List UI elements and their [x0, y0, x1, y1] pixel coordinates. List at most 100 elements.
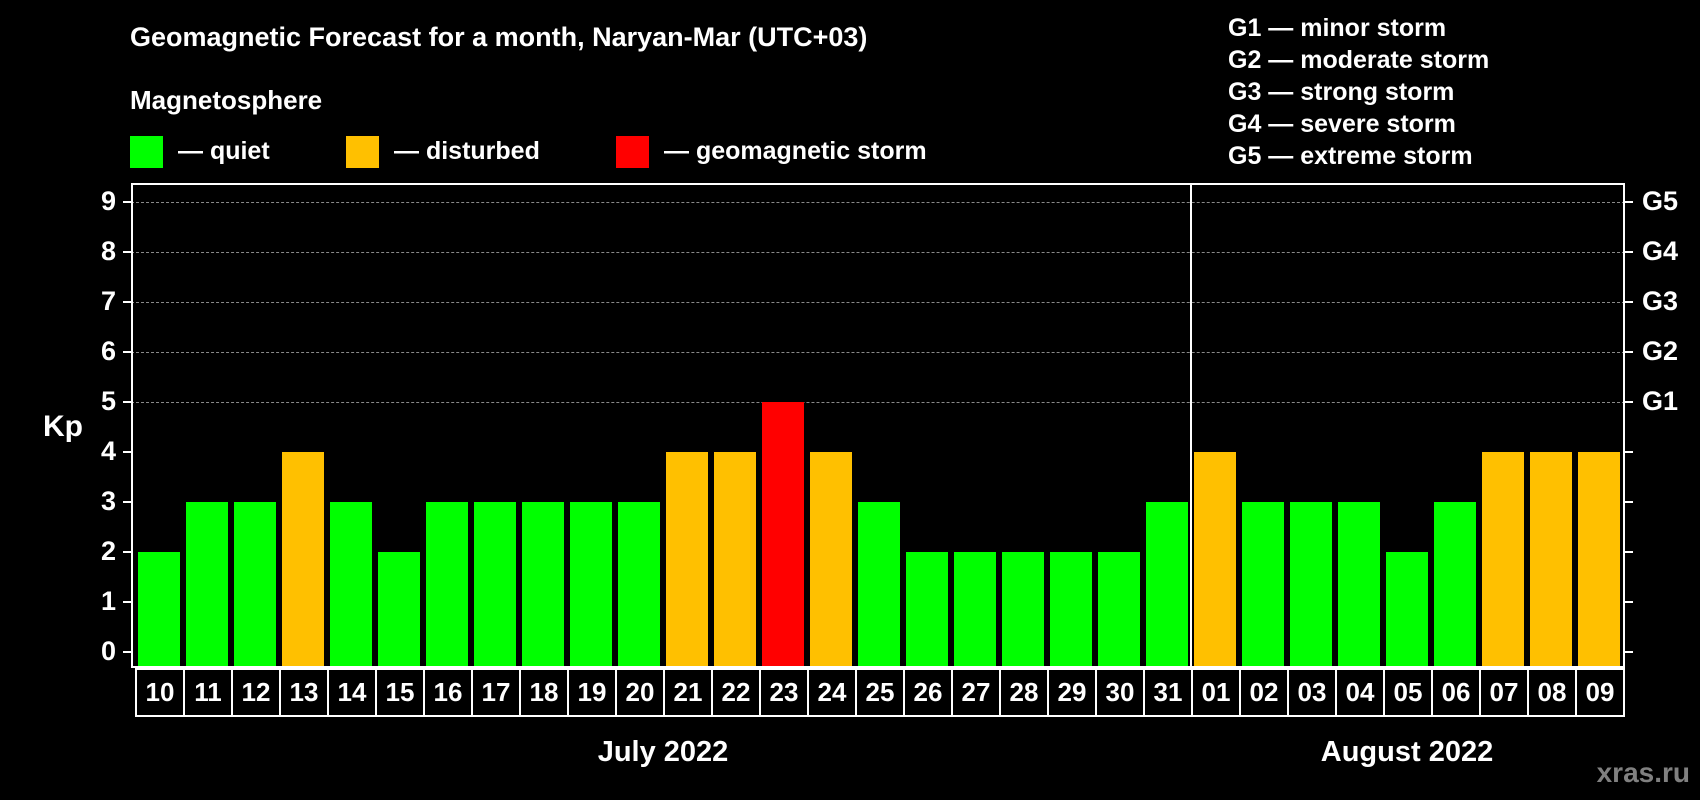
- date-cell: 05: [1383, 668, 1433, 717]
- month-label: August 2022: [1320, 736, 1494, 768]
- y-tick-right: [1624, 501, 1633, 503]
- date-cell: 30: [1095, 668, 1145, 717]
- date-cell: 18: [519, 668, 569, 717]
- date-cell: 26: [903, 668, 953, 717]
- bar-04: [1338, 502, 1380, 669]
- bar-15: [378, 552, 420, 669]
- bar-03: [1290, 502, 1332, 669]
- bar-02: [1242, 502, 1284, 669]
- gridline: [131, 402, 1625, 403]
- date-cell: 03: [1287, 668, 1337, 717]
- legend-item-quiet: — quiet: [130, 135, 270, 168]
- date-cell: 17: [471, 668, 521, 717]
- bar-30: [1098, 552, 1140, 669]
- bar-26: [906, 552, 948, 669]
- y-tick-right: [1624, 451, 1633, 453]
- date-cell: 31: [1143, 668, 1193, 717]
- y-tick-label: 1: [100, 586, 116, 616]
- storm-scale-g3: G3 — strong storm: [1228, 78, 1455, 106]
- date-cell: 10: [135, 668, 185, 717]
- legend-label: — geomagnetic storm: [664, 137, 927, 165]
- bar-20: [618, 502, 660, 669]
- y-tick-left: [123, 651, 132, 653]
- bar-19: [570, 502, 612, 669]
- y-tick-left: [123, 601, 132, 603]
- y-tick-label: 3: [100, 486, 116, 516]
- bar-27: [954, 552, 996, 669]
- legend-heading: Magnetosphere: [130, 85, 323, 115]
- bar-18: [522, 502, 564, 669]
- y-tick-left: [123, 551, 132, 553]
- legend-label: — quiet: [178, 137, 270, 165]
- date-cell: 25: [855, 668, 905, 717]
- y-tick-label: 6: [100, 336, 116, 366]
- bar-25: [858, 502, 900, 669]
- date-cell: 15: [375, 668, 425, 717]
- storm-scale-g4: G4 — severe storm: [1228, 110, 1456, 138]
- chart-title: Geomagnetic Forecast for a month, Naryan…: [130, 22, 868, 52]
- date-cell: 19: [567, 668, 617, 717]
- bar-22: [714, 452, 756, 669]
- bar-06: [1434, 502, 1476, 669]
- bar-23: [762, 402, 804, 669]
- date-cell: 16: [423, 668, 473, 717]
- bar-21: [666, 452, 708, 669]
- disturbed-swatch-icon: [346, 135, 379, 168]
- date-cell: 21: [663, 668, 713, 717]
- bar-13: [282, 452, 324, 669]
- bar-11: [186, 502, 228, 669]
- month-divider: [1190, 183, 1192, 668]
- y-tick-label: 0: [100, 636, 116, 666]
- g-level-label: G3: [1642, 286, 1679, 316]
- y-tick-label: 9: [100, 186, 116, 216]
- date-cell: 11: [183, 668, 233, 717]
- y-tick-right: [1624, 651, 1633, 653]
- date-cell: 13: [279, 668, 329, 717]
- y-tick-label: 8: [100, 236, 116, 266]
- date-cell: 02: [1239, 668, 1289, 717]
- gridline: [131, 252, 1625, 253]
- g-level-label: G5: [1642, 186, 1679, 216]
- date-cell: 28: [999, 668, 1049, 717]
- y-tick-left: [123, 501, 132, 503]
- bar-24: [810, 452, 852, 669]
- storm-scale-g2: G2 — moderate storm: [1228, 46, 1490, 74]
- y-tick-right: [1624, 201, 1633, 203]
- bar-17: [474, 502, 516, 669]
- y-tick-right: [1624, 401, 1633, 403]
- y-tick-right: [1624, 601, 1633, 603]
- g-level-label: G2: [1642, 336, 1679, 366]
- bar-05: [1386, 552, 1428, 669]
- storm-scale-legend: G1 — minor storm G2 — moderate storm G3 …: [1228, 12, 1489, 172]
- bar-14: [330, 502, 372, 669]
- y-tick-label: 4: [100, 436, 116, 466]
- quiet-swatch-icon: [130, 135, 163, 168]
- month-label: July 2022: [597, 736, 729, 768]
- bar-28: [1002, 552, 1044, 669]
- date-cell: 04: [1335, 668, 1385, 717]
- y-tick-right: [1624, 251, 1633, 253]
- bar-08: [1530, 452, 1572, 669]
- date-cell: 07: [1479, 668, 1529, 717]
- date-cell: 23: [759, 668, 809, 717]
- y-tick-right: [1624, 301, 1633, 303]
- bar-10: [138, 552, 180, 669]
- storm-scale-g5: G5 — extreme storm: [1228, 142, 1473, 170]
- storm-swatch-icon: [616, 135, 649, 168]
- y-tick-right: [1624, 551, 1633, 553]
- g-level-label: G1: [1642, 386, 1679, 416]
- date-cell: 22: [711, 668, 761, 717]
- y-tick-left: [123, 451, 132, 453]
- bar-07: [1482, 452, 1524, 669]
- bar-16: [426, 502, 468, 669]
- gridline: [131, 302, 1625, 303]
- y-tick-left: [123, 351, 132, 353]
- date-cell: 08: [1527, 668, 1577, 717]
- y-tick-right: [1624, 351, 1633, 353]
- y-tick-label: 5: [100, 386, 116, 416]
- date-cell: 06: [1431, 668, 1481, 717]
- bar-31: [1146, 502, 1188, 669]
- legend-item-storm: — geomagnetic storm: [616, 135, 927, 168]
- y-tick-left: [123, 401, 132, 403]
- bar-09: [1578, 452, 1620, 669]
